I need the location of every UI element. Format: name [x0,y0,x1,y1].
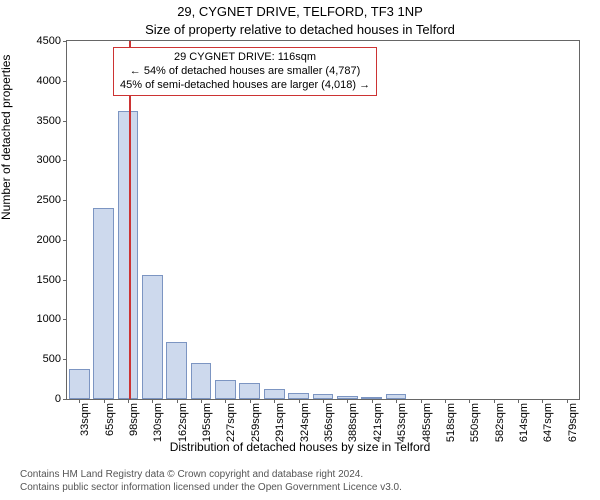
x-tick-label: 421sqm [372,403,384,442]
histogram-bar [337,396,358,399]
annotation-line3: 45% of semi-detached houses are larger (… [120,79,370,93]
histogram-bar [386,394,407,399]
x-tick-label: 33sqm [79,403,91,436]
x-tick-label: 388sqm [347,403,359,442]
footer-line2: Contains public sector information licen… [20,482,402,495]
x-tick-label: 485sqm [421,403,433,442]
histogram-bar [215,380,236,399]
histogram-bar [118,111,139,399]
histogram-bar [69,369,90,399]
page-title-line2: Size of property relative to detached ho… [0,22,600,37]
x-axis-label: Distribution of detached houses by size … [0,440,600,454]
x-tick-label: 550sqm [469,403,481,442]
y-tick-label: 3000 [37,154,67,166]
x-tick-label: 259sqm [250,403,262,442]
x-tick-label: 614sqm [518,403,530,442]
y-tick-label: 4000 [37,75,67,87]
x-tick-label: 195sqm [201,403,213,442]
histogram-bar [288,393,309,399]
x-tick-label: 98sqm [128,403,140,436]
histogram-bar [313,394,334,399]
annotation-line2: ← 54% of detached houses are smaller (4,… [120,65,370,79]
chart-container: 29, CYGNET DRIVE, TELFORD, TF3 1NP Size … [0,0,600,500]
y-tick-label: 2500 [37,194,67,206]
footer-line1: Contains HM Land Registry data © Crown c… [20,469,402,482]
histogram-bar [142,275,163,399]
x-tick-label: 647sqm [542,403,554,442]
x-tick-label: 65sqm [104,403,116,436]
annotation-box: 29 CYGNET DRIVE: 116sqm ← 54% of detache… [113,47,377,96]
y-tick-label: 4500 [37,35,67,47]
footer-text: Contains HM Land Registry data © Crown c… [20,469,402,494]
y-tick-label: 1500 [37,274,67,286]
y-tick-label: 3500 [37,115,67,127]
x-tick-label: 453sqm [396,403,408,442]
annotation-line1: 29 CYGNET DRIVE: 116sqm [120,51,370,65]
y-axis-label: Number of detached properties [0,55,13,220]
histogram-bar [166,342,187,399]
x-tick-label: 130sqm [152,403,164,442]
page-title-line1: 29, CYGNET DRIVE, TELFORD, TF3 1NP [0,4,600,19]
histogram-bar [93,208,114,399]
x-tick-label: 291sqm [274,403,286,442]
histogram-bar [361,397,382,399]
plot-area: 05001000150020002500300035004000450033sq… [66,40,580,400]
histogram-bar [264,389,285,399]
x-tick-label: 679sqm [567,403,579,442]
x-tick-label: 162sqm [177,403,189,442]
y-tick-label: 1000 [37,313,67,325]
x-tick-label: 582sqm [494,403,506,442]
x-tick-label: 227sqm [225,403,237,442]
y-tick-label: 0 [55,393,67,405]
histogram-bar [239,383,260,399]
x-tick-label: 324sqm [299,403,311,442]
x-tick-label: 518sqm [445,403,457,442]
y-tick-label: 500 [43,353,67,365]
histogram-bar [191,363,212,399]
y-tick-label: 2000 [37,234,67,246]
x-tick-label: 356sqm [323,403,335,442]
